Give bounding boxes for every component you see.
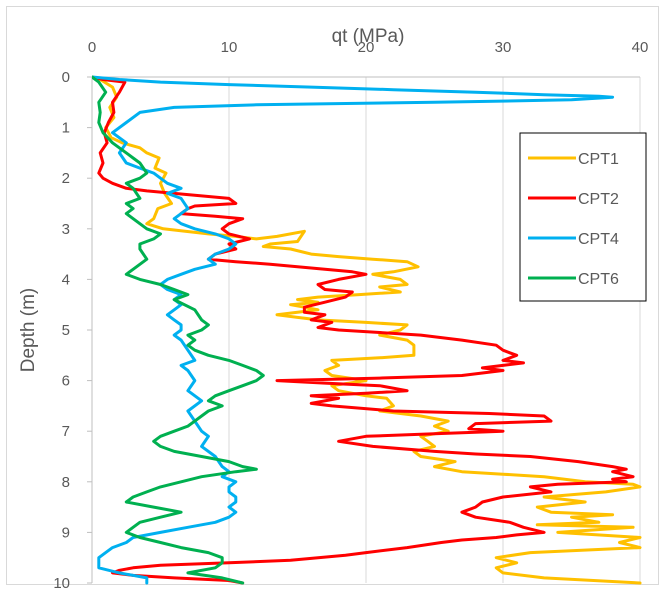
legend-label-cpt2: CPT2: [578, 191, 619, 208]
series-line-cpt6: [92, 75, 265, 585]
y-tick-label: 0: [62, 69, 70, 86]
y-tick-label: 9: [62, 524, 70, 541]
legend-box: [519, 132, 647, 302]
y-tick-label: 1: [62, 120, 70, 137]
y-tick-label: 6: [62, 373, 70, 390]
series-line-cpt2: [92, 75, 635, 585]
legend-label-cpt1: CPT1: [578, 151, 619, 168]
x-tick-label: 20: [358, 39, 375, 56]
x-tick-label: 40: [632, 39, 649, 56]
y-tick-label: 2: [62, 170, 70, 187]
x-axis-title: qt (MPa): [332, 26, 405, 47]
y-tick-label: 8: [62, 474, 70, 491]
y-tick-label: 4: [62, 271, 70, 288]
y-tick-label: 10: [53, 575, 70, 591]
x-tick-label: 0: [88, 39, 96, 56]
y-tick-label: 7: [62, 423, 70, 440]
y-axis-title: Depth (m): [18, 288, 39, 372]
x-tick-label: 10: [221, 39, 238, 56]
x-tick-label: 30: [495, 39, 512, 56]
legend-label-cpt4: CPT4: [578, 231, 619, 248]
legend-label-cpt6: CPT6: [578, 271, 619, 288]
y-tick-label: 3: [62, 221, 70, 238]
y-tick-label: 5: [62, 322, 70, 339]
series-line-cpt1: [92, 75, 642, 585]
